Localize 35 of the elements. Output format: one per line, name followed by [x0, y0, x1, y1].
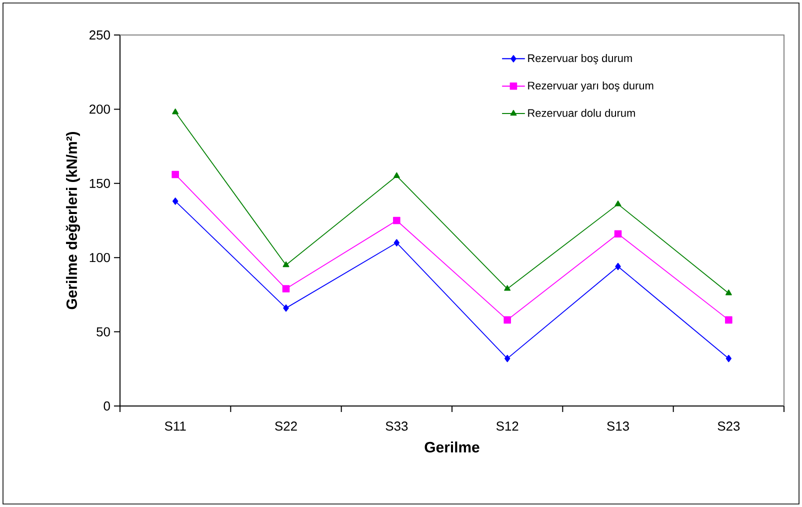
point [614, 200, 622, 206]
point [725, 316, 732, 324]
point [725, 290, 732, 296]
point [504, 285, 511, 291]
point [726, 354, 732, 362]
point [172, 108, 179, 114]
y-tick-label: 150 [90, 178, 110, 188]
x-tick-label: S13 [607, 422, 629, 431]
y-axis-title: Gerilme değerleri (kN/m²) [66, 132, 80, 310]
y-tick-label: 100 [90, 253, 110, 262]
point [282, 261, 290, 268]
legend-label: Rezervuar yarı boş durum [528, 81, 654, 92]
legend-label: Rezervuar dolu durum [528, 108, 635, 117]
y-tick-label: 0 [104, 401, 110, 411]
x-tick-label: S12 [496, 422, 518, 431]
x-tick-label: S33 [386, 422, 408, 431]
x-axis-title: Gerilme [424, 442, 480, 452]
x-tick-label: S23 [718, 422, 740, 431]
point [282, 285, 290, 292]
point [172, 198, 178, 205]
point [393, 172, 400, 178]
point [172, 170, 179, 178]
x-tick-label: S22 [275, 422, 297, 431]
point [283, 304, 289, 312]
y-tick-label: 200 [90, 104, 110, 114]
legend-label: Rezervuar boş durum [528, 54, 632, 64]
point [504, 316, 511, 324]
point [504, 354, 510, 362]
y-tick-label: 250 [90, 30, 110, 40]
point [394, 239, 400, 246]
point [614, 230, 622, 238]
point [615, 262, 621, 270]
point [393, 216, 400, 224]
x-tick-label: S11 [164, 422, 186, 431]
y-tick-label: 50 [96, 327, 110, 336]
